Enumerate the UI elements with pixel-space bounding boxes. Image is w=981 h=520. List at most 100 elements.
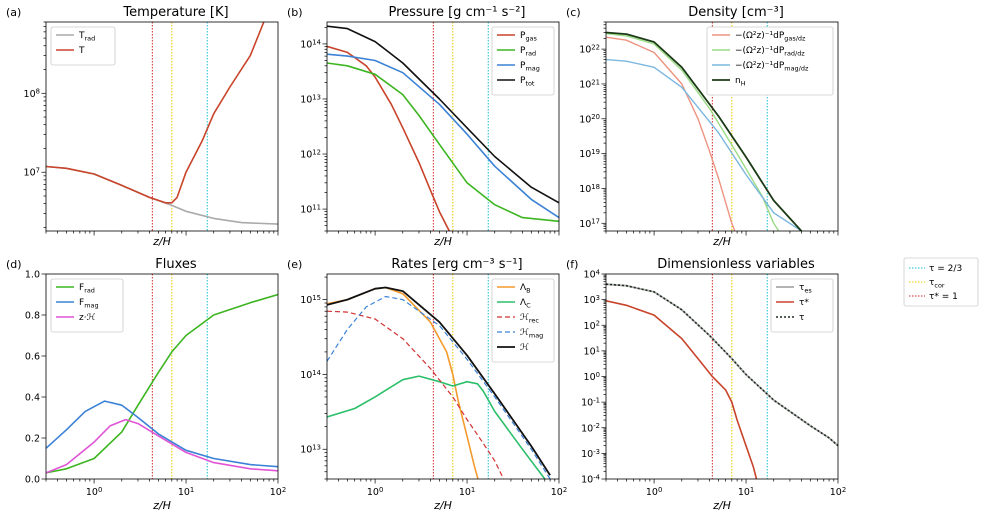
legend: τes τ* τ [770, 278, 834, 333]
figure-legend: τ = 2/3 τcor τ* = 1 [903, 257, 979, 307]
legend-entry: ΛC [520, 298, 531, 309]
series-line [46, 293, 278, 474]
figure-legend-entry: τcor [929, 278, 945, 289]
y-tick-label: 0.8 [25, 311, 40, 322]
y-tick-label: 1.0 [25, 270, 40, 281]
plot-frame [45, 21, 279, 232]
series-line [606, 36, 736, 231]
y-tick-label: 104 [584, 268, 600, 280]
legend-entry: Fmag [79, 298, 99, 309]
legend-entry: z·ℋ [79, 313, 96, 323]
legend-box [491, 278, 555, 363]
x-tick-label: 100 [646, 486, 662, 498]
y-tick-label: 1014 [300, 38, 321, 50]
legend-entry: T [78, 46, 85, 56]
series-line [46, 400, 278, 468]
series-line [327, 25, 559, 204]
y-tick-label: 0.0 [25, 475, 40, 486]
panel-title: Pressure [g cm⁻¹ s⁻²] [388, 5, 525, 20]
legend: ΛB ΛC ℋrec ℋmag ℋ [491, 278, 555, 363]
plot-frame [326, 21, 560, 232]
panel-label: (e) [287, 258, 302, 271]
panel-e: Rates [erg cm⁻³ s⁻¹] (e) 100 101 102 z/H 1013 1… [287, 257, 567, 512]
y-tick-label: 1015 [300, 294, 321, 306]
panel-label: (c) [566, 6, 581, 19]
y-tick-label: 100 [584, 371, 600, 383]
legend-entry: −(Ω²z)⁻¹dPgas/dz [735, 31, 806, 42]
legend-box [706, 26, 834, 96]
x-axis-label: z/H [433, 235, 452, 248]
panel-c: Density [cm⁻³] (c) z/H 1017 1018 1019 1020 1021… [566, 5, 839, 248]
panel-title: Density [cm⁻³] [688, 5, 784, 20]
legend-box [770, 278, 834, 333]
legend-entry: ℋ [520, 343, 529, 353]
legend: Trad T [50, 26, 116, 66]
x-axis-label: z/H [152, 499, 171, 512]
series-line [46, 418, 278, 474]
y-tick-label: 1013 [300, 93, 321, 105]
series-line [327, 45, 451, 231]
y-tick-label: 10-2 [581, 422, 600, 434]
series-line [327, 310, 505, 479]
x-tick-label: 100 [86, 486, 102, 498]
y-tick-label: 1011 [300, 204, 321, 216]
panel-title: Temperature [K] [122, 5, 228, 20]
y-tick-label: 0.4 [25, 393, 40, 404]
plot-frame [45, 273, 279, 480]
x-axis-label: z/H [712, 235, 731, 248]
figure-legend-box [903, 257, 979, 307]
legend-entry: Frad [79, 283, 95, 294]
x-tick-label: 101 [738, 486, 754, 498]
y-tick-label: 1019 [579, 148, 600, 160]
y-tick-label: 1014 [300, 369, 321, 381]
figure-legend-entry: τ* = 1 [929, 292, 958, 302]
legend-box [491, 26, 555, 96]
panel-label: (f) [566, 258, 578, 271]
panel-title: Rates [erg cm⁻³ s⁻¹] [391, 257, 522, 272]
legend: Pgas Prad Pmag Ptot [491, 26, 555, 96]
x-tick-label: 101 [178, 486, 194, 498]
panel-title: Fluxes [155, 257, 197, 272]
x-axis-label: z/H [712, 499, 731, 512]
series-line [606, 58, 802, 231]
x-tick-label: 102 [830, 486, 846, 498]
x-tick-label: 102 [270, 486, 286, 498]
legend: −(Ω²z)⁻¹dPgas/dz −(Ω²z)⁻¹dPrad/dz −(Ω²z)⁻¹… [706, 26, 834, 96]
plot-frame [326, 273, 560, 480]
y-tick-label: 0.6 [25, 352, 40, 363]
y-tick-label: 10-3 [581, 448, 600, 460]
legend-entry: τ* [799, 298, 809, 308]
legend-entry: ΛB [520, 283, 531, 294]
x-tick-label: 100 [367, 486, 383, 498]
y-tick-label: 1013 [300, 444, 321, 456]
y-tick-label: 1022 [579, 44, 600, 56]
plot-frame [605, 273, 839, 480]
legend-entry: Trad [78, 31, 95, 42]
series-line [327, 375, 546, 479]
legend-entry: Pgas [520, 31, 538, 42]
y-tick-label: 1018 [579, 183, 600, 195]
y-tick-label: 1017 [579, 218, 600, 230]
y-tick-label: 0.2 [25, 434, 40, 445]
legend-entry: ℋrec [520, 313, 539, 324]
series-line [606, 32, 780, 231]
series-line [46, 165, 278, 225]
y-tick-label: 1020 [579, 113, 600, 125]
legend-box [50, 278, 124, 333]
y-tick-label: 101 [584, 345, 600, 357]
legend-entry: ℋmag [520, 328, 543, 339]
x-axis-label: z/H [152, 235, 171, 248]
panel-label: (d) [6, 258, 22, 271]
legend-entry: Ptot [520, 76, 535, 87]
legend-box [50, 26, 116, 66]
y-tick-label: 103 [584, 294, 600, 306]
y-tick-label: 1021 [579, 78, 600, 90]
panel-a: Temperature [K] (a) z/H 107 108 Trad T [6, 5, 279, 248]
panel-d: Fluxes (d) 100 101 102 z/H 0.0 0.2 0.4 0.6 0.8 1.0 F… [6, 257, 286, 512]
series-line [327, 295, 551, 479]
y-tick-label: 102 [584, 320, 600, 332]
figure-legend-entry: τ = 2/3 [929, 264, 962, 274]
legend-entry: Pmag [520, 61, 540, 72]
y-tick-label: 1012 [300, 148, 321, 160]
